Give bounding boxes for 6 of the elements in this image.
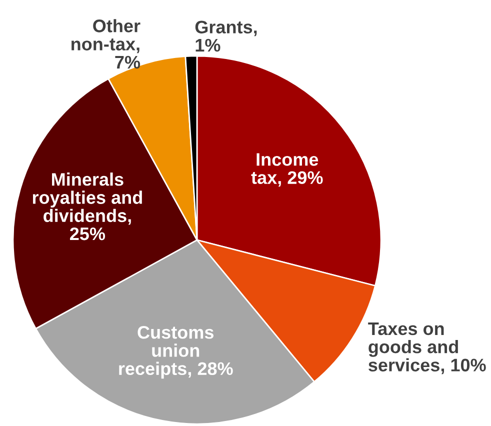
slice-label: Taxes on goods and services, 10% <box>368 322 486 374</box>
slice-label: Grants, 1% <box>195 20 257 52</box>
slice-label: Income tax, 29% <box>251 153 323 187</box>
slice-label: Minerals royalties and dividends, 25% <box>32 172 142 240</box>
slice-label: Customs union receipts, 28% <box>119 326 233 379</box>
slice-label: Other non-tax, 7% <box>72 19 140 69</box>
